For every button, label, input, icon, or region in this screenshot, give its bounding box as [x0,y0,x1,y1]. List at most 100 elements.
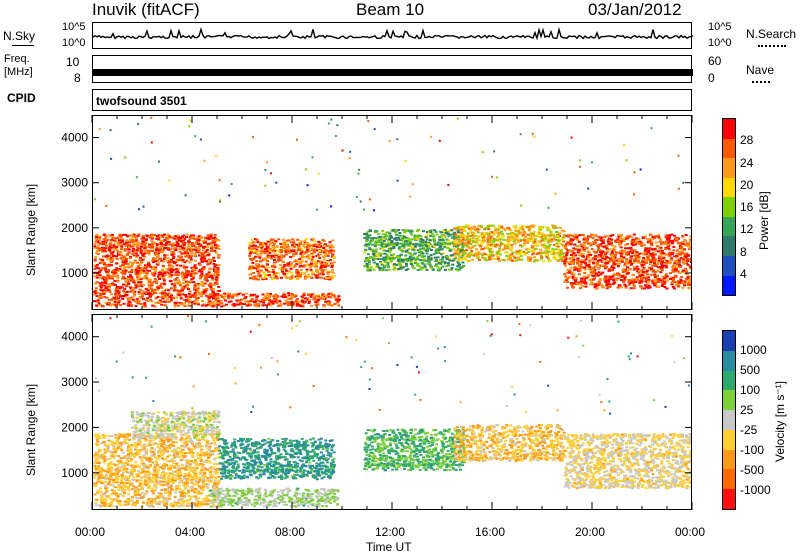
power-cell [458,263,461,266]
power-cell [575,282,579,285]
power-cell [175,277,179,279]
beam-title: Beam 10 [356,0,425,19]
power-cell [682,256,686,259]
power-cell [620,279,623,282]
power-cell [649,234,653,237]
power-cell [203,240,207,243]
power-cell [301,272,305,275]
power-cell [603,267,607,270]
power-cell [675,259,679,262]
power-cell [616,240,620,243]
power-cell [214,299,218,301]
power-cell [662,283,666,285]
power-cell [128,265,132,268]
power-cell [269,242,272,244]
power-cell [506,258,510,261]
power-cell [156,259,160,262]
power-cell [552,225,555,228]
power-cell [303,264,306,267]
power-cell [111,237,115,240]
power-cell [336,301,340,304]
power-cell [171,242,175,245]
power-cell [300,251,304,254]
power-cell [122,283,125,286]
power-cell [205,249,209,252]
power-cell [613,281,617,284]
power-cell [467,240,471,243]
power-cell [434,250,438,253]
power-cell [283,243,287,246]
power-cell [192,272,196,275]
power-cell [154,301,158,304]
power-cell [289,241,293,244]
power-cell [675,255,679,258]
freq-tick-top: 10 [66,55,80,69]
power-cell [582,239,586,242]
power-cell [511,259,515,262]
power-cell [171,245,175,247]
power-cell [460,226,464,229]
power-cell [499,243,503,245]
power-cell [205,279,209,282]
power-cell [514,227,518,230]
power-cell [569,233,573,236]
power-cell [601,271,605,274]
power-cell [131,250,135,253]
power-cell [114,268,118,271]
power-cell [157,301,161,303]
power-cell [211,292,215,295]
power-cell [186,280,190,283]
power-cell [101,281,104,284]
power-cell [104,281,108,284]
power-cell [685,262,689,265]
power-cell [141,295,144,298]
power-cell [636,270,640,273]
power-cell [572,278,576,281]
power-cell [256,299,260,302]
power-cell [110,238,114,241]
power-cell [499,241,503,244]
power-cell [664,273,668,276]
power-cell [684,243,688,246]
power-cell [118,268,122,270]
power-cell [609,240,613,243]
power-cell [419,259,423,262]
power-cell [536,244,540,247]
power-cell [178,245,182,248]
power-cell [675,238,679,241]
power-cell [187,295,191,298]
power-cell [106,238,110,241]
power-cell [135,246,139,249]
power-cell [293,245,297,248]
power-cell [179,258,182,261]
power-cell [461,248,464,251]
power-cell [247,301,251,304]
power-cell [553,235,557,238]
power-cell [325,276,329,279]
power-cell [132,252,136,255]
power-cell [388,238,392,241]
power-cell [248,244,252,247]
power-cell [677,252,681,255]
power-cell [260,250,264,253]
power-cell [255,263,259,266]
power-cell [138,256,142,259]
power-cell-speckle [579,165,581,168]
power-cell [186,288,190,290]
power-cell [655,281,659,283]
power-cell [253,304,257,307]
power-cell [661,283,665,286]
power-cell [363,260,367,263]
power-cell [171,265,175,268]
power-cell [143,302,147,305]
power-cell [593,286,597,289]
power-cell-speckle [203,159,206,162]
power-cell [407,237,411,240]
power-cell [645,286,649,289]
power-cell [268,249,272,252]
power-cell [123,271,127,273]
power-cell [531,224,535,227]
power-cell [202,266,206,269]
power-cell [641,237,645,240]
power-cell [94,256,98,259]
